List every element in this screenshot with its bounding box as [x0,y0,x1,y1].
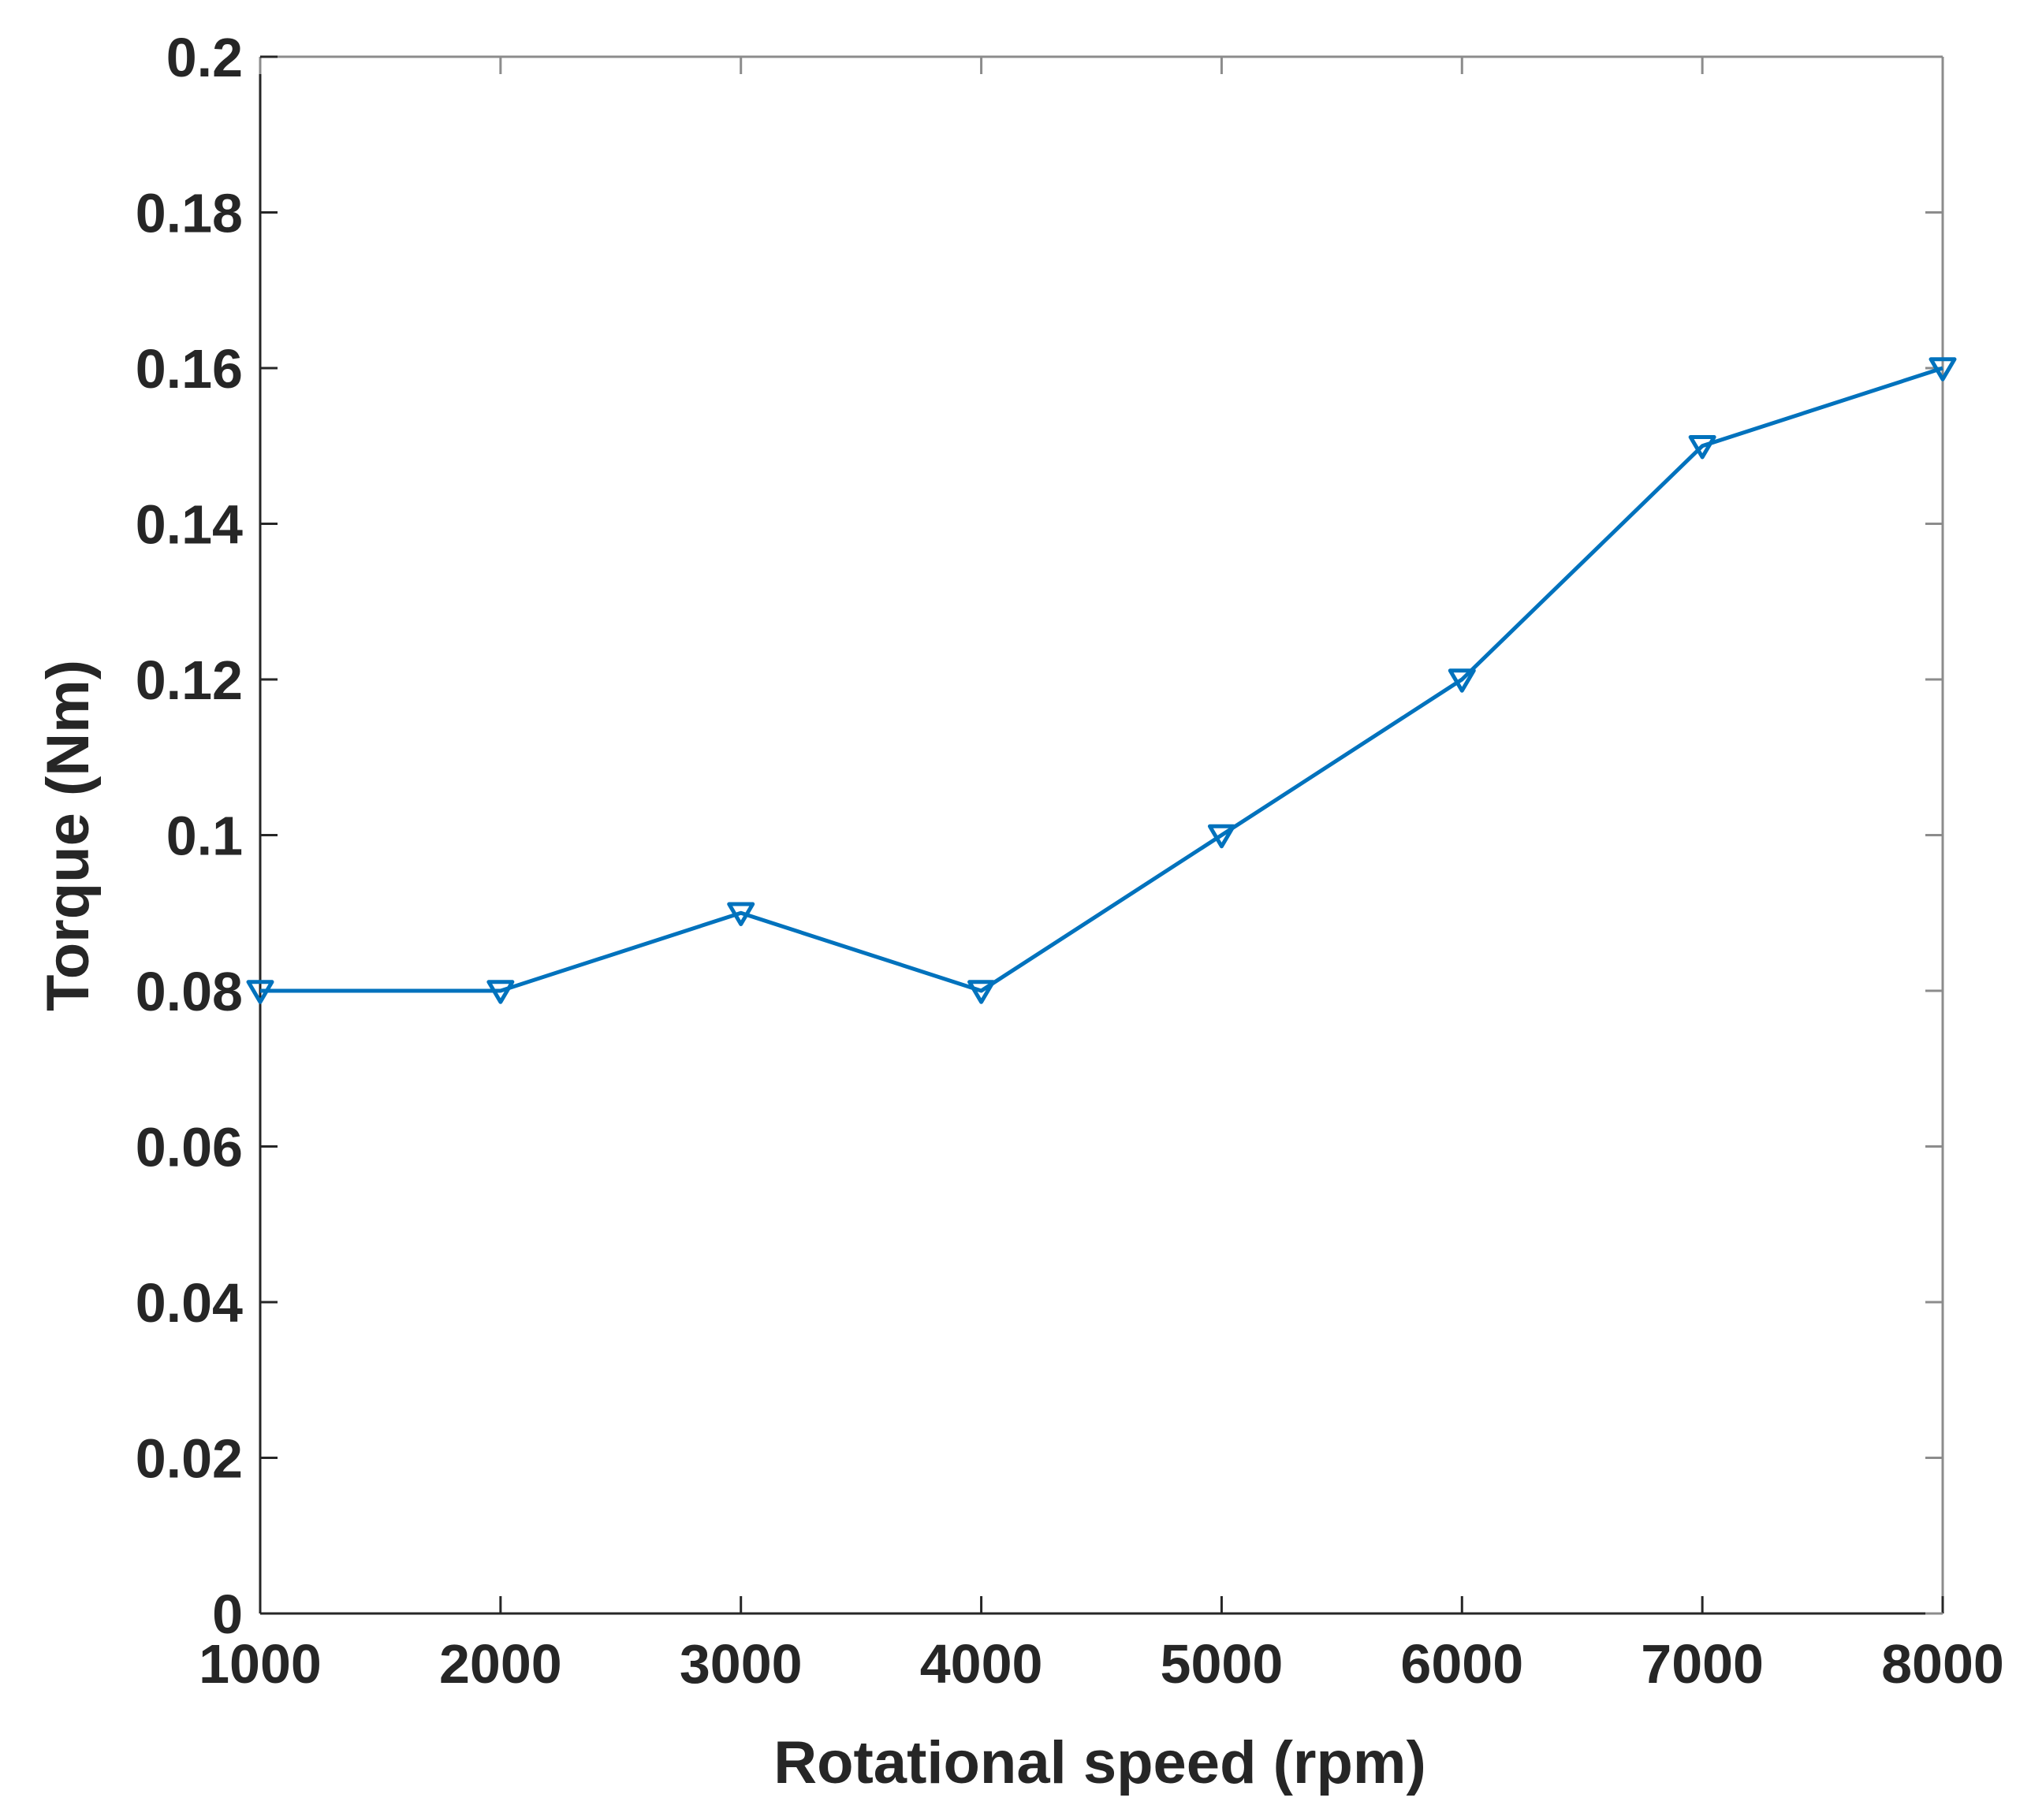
y-tick-label: 0.02 [136,1428,243,1490]
x-axis-label: Rotational speed (rpm) [773,1729,1426,1796]
series-line [260,366,1943,993]
data-point-marker [727,902,755,926]
series [246,357,1957,1004]
x-tick-label: 8000 [1881,1633,2004,1695]
x-tick-label: 6000 [1400,1633,1523,1695]
y-tick-label: 0.18 [136,183,243,244]
y-tick-label: 0.08 [136,961,243,1022]
y-tick-label: 0.1 [166,806,243,867]
y-tick-label: 0.04 [136,1272,243,1334]
data-point-marker [1688,435,1716,460]
data-point-marker [486,980,515,1004]
data-point-marker [967,980,996,1004]
x-tick-label: 4000 [920,1633,1043,1695]
y-tick-label: 0.14 [136,494,243,556]
x-tick-label: 2000 [439,1633,562,1695]
x-tick-label: 7000 [1641,1633,1764,1695]
axes [259,55,1944,1615]
data-point-marker [1929,357,1957,381]
x-tick-label: 5000 [1161,1633,1284,1695]
data-point-marker [1207,824,1235,849]
y-tick-label: 0.06 [136,1117,243,1178]
x-tick-label: 3000 [680,1633,803,1695]
y-tick-label: 0.12 [136,649,243,711]
data-point-marker [1448,668,1476,693]
y-tick-label: 0.2 [166,27,243,88]
y-axis-label: Torque (Nm) [35,660,102,1011]
y-tick-label: 0 [212,1584,243,1645]
ticks: 1000 2000 3000 4000 5000 6000 7000 8000 0 0.02 0.0… [136,27,2004,1695]
y-tick-label: 0.16 [136,338,243,400]
data-point-marker [246,980,274,1004]
x-tick-label: 1000 [199,1633,322,1695]
